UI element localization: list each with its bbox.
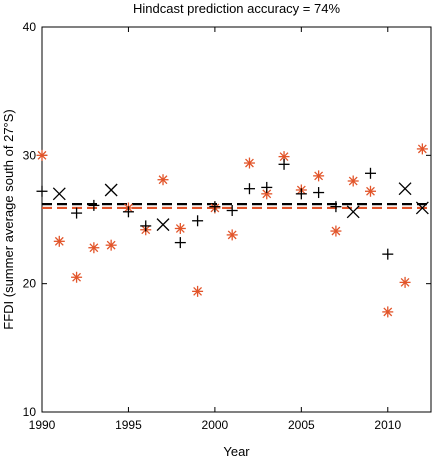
plus-marker xyxy=(174,237,186,249)
x-axis-label: Year xyxy=(223,444,250,459)
plus-marker xyxy=(330,201,342,213)
x-marker xyxy=(415,201,429,215)
y-tick-label: 10 xyxy=(23,405,37,419)
x-marker xyxy=(346,205,360,219)
asterisk-marker xyxy=(313,170,325,182)
reference-lines xyxy=(42,203,431,210)
asterisk-marker xyxy=(192,285,204,297)
asterisk-marker xyxy=(347,175,359,187)
data-markers xyxy=(36,143,429,318)
x-marker xyxy=(398,182,412,196)
y-tick-label: 20 xyxy=(23,277,37,291)
plus-marker xyxy=(192,215,204,227)
plus-marker xyxy=(36,185,48,197)
plus-marker xyxy=(382,248,394,260)
asterisk-marker xyxy=(105,239,117,251)
x-marker xyxy=(52,187,66,201)
plus-marker xyxy=(313,187,325,199)
y-tick-label: 30 xyxy=(23,148,37,162)
plus-marker xyxy=(122,206,134,218)
plus-marker xyxy=(88,199,100,211)
x-marker xyxy=(156,218,170,232)
plus-marker xyxy=(226,205,238,217)
x-tick-label: 2010 xyxy=(374,418,401,432)
asterisk-marker xyxy=(71,271,83,283)
chart-title: Hindcast prediction accuracy = 74% xyxy=(133,1,340,16)
plus-marker xyxy=(71,207,83,219)
plus-marker xyxy=(209,201,221,213)
plus-marker xyxy=(261,181,273,193)
asterisk-marker xyxy=(226,229,238,241)
asterisk-marker xyxy=(53,235,65,247)
asterisk-marker xyxy=(382,306,394,318)
asterisk-marker xyxy=(174,222,186,234)
plus-marker xyxy=(364,167,376,179)
asterisk-marker xyxy=(330,225,342,237)
y-axis-label: FFDI (summer average south of 27°S) xyxy=(1,109,16,330)
y-tick-label: 40 xyxy=(23,20,37,34)
asterisk-marker xyxy=(36,149,48,161)
x-tick-label: 1995 xyxy=(115,418,142,432)
plus-marker xyxy=(278,158,290,170)
plus-marker xyxy=(295,188,307,200)
x-tick-label: 2000 xyxy=(202,418,229,432)
asterisk-marker xyxy=(364,185,376,197)
asterisk-marker xyxy=(88,242,100,254)
plus-marker xyxy=(140,220,152,232)
plus-marker xyxy=(243,183,255,195)
x-marker xyxy=(104,183,118,197)
asterisk-marker xyxy=(243,157,255,169)
plot-frame xyxy=(41,26,432,413)
asterisk-marker xyxy=(416,143,428,155)
asterisk-marker xyxy=(399,276,411,288)
x-tick-label: 2005 xyxy=(288,418,315,432)
x-tick-label: 1990 xyxy=(29,418,56,432)
axis-ticks: 10 20 30 40 1990 1995 2000 2005 2010 xyxy=(23,20,431,432)
asterisk-marker xyxy=(157,174,169,186)
